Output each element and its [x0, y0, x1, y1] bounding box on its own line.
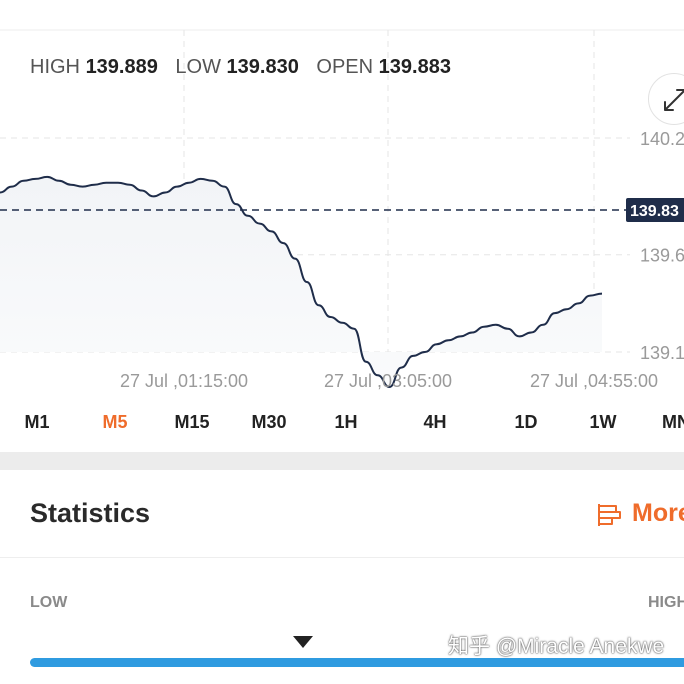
list-menu-icon: [598, 504, 621, 526]
timeframe-m5[interactable]: M5: [102, 412, 128, 432]
section-divider: [0, 452, 684, 470]
y-tick-label-0: 140.2: [640, 129, 684, 149]
y-tick-label-2: 139.1: [640, 343, 684, 363]
day-range-bar: [30, 658, 684, 667]
current-price-text: 139.83: [630, 203, 679, 220]
watermark-text: 知乎 @Miracle Anekwe: [448, 635, 665, 658]
low-value: 139.830: [226, 56, 299, 78]
y-tick-label-1: 139.6: [640, 246, 684, 266]
timeframe-mn[interactable]: MN: [662, 412, 684, 432]
x-tick-label-2: 27 Jul ,04:55:00: [530, 371, 658, 391]
y-axis: 140.2 139.6 139.1: [640, 129, 684, 363]
fullscreen-button[interactable]: [648, 73, 684, 125]
open-value: 139.883: [378, 56, 451, 78]
price-chart[interactable]: 140.2 139.6 139.1 27 Jul ,01:15:00 27 Jul ,…: [0, 0, 684, 400]
timeframe-m15[interactable]: M15: [174, 412, 210, 432]
current-price-badge: 139.83: [626, 197, 684, 222]
expand-arrows-icon: [664, 89, 684, 111]
low-label: LOW: [175, 56, 221, 78]
range-position-marker: [293, 636, 313, 648]
x-axis: 27 Jul ,01:15:00 27 Jul ,03:05:00 27 Jul ,…: [120, 371, 658, 391]
timeframe-m30[interactable]: M30: [251, 412, 287, 432]
current-price-badge-bg: [626, 197, 684, 222]
timeframe-1d[interactable]: 1D: [514, 412, 538, 432]
price-area: [0, 176, 602, 387]
range-high-label: HIGH: [648, 594, 684, 611]
statistics-separator: [0, 557, 684, 558]
open-label: OPEN: [316, 56, 374, 78]
ohlc-summary: HIGH 139.889 LOW 139.830 OPEN 139.883: [30, 56, 463, 79]
timeframe-4h[interactable]: 4H: [423, 412, 447, 432]
x-tick-label-0: 27 Jul ,01:15:00: [120, 371, 248, 391]
timeframe-1w[interactable]: 1W: [589, 412, 617, 432]
range-low-label: LOW: [30, 594, 68, 611]
more-label: More: [632, 499, 684, 527]
x-tick-label-1: 27 Jul ,03:05:00: [324, 371, 452, 391]
timeframe-m1[interactable]: M1: [24, 412, 50, 432]
timeframe-selector: M1 M5 M15 M30 1H 4H 1D 1W MN: [0, 404, 684, 444]
high-value: 139.889: [85, 56, 158, 78]
high-label: HIGH: [30, 56, 80, 78]
statistics-title: Statistics: [30, 498, 151, 528]
price-line: [0, 175, 603, 389]
timeframe-1h[interactable]: 1H: [334, 412, 358, 432]
